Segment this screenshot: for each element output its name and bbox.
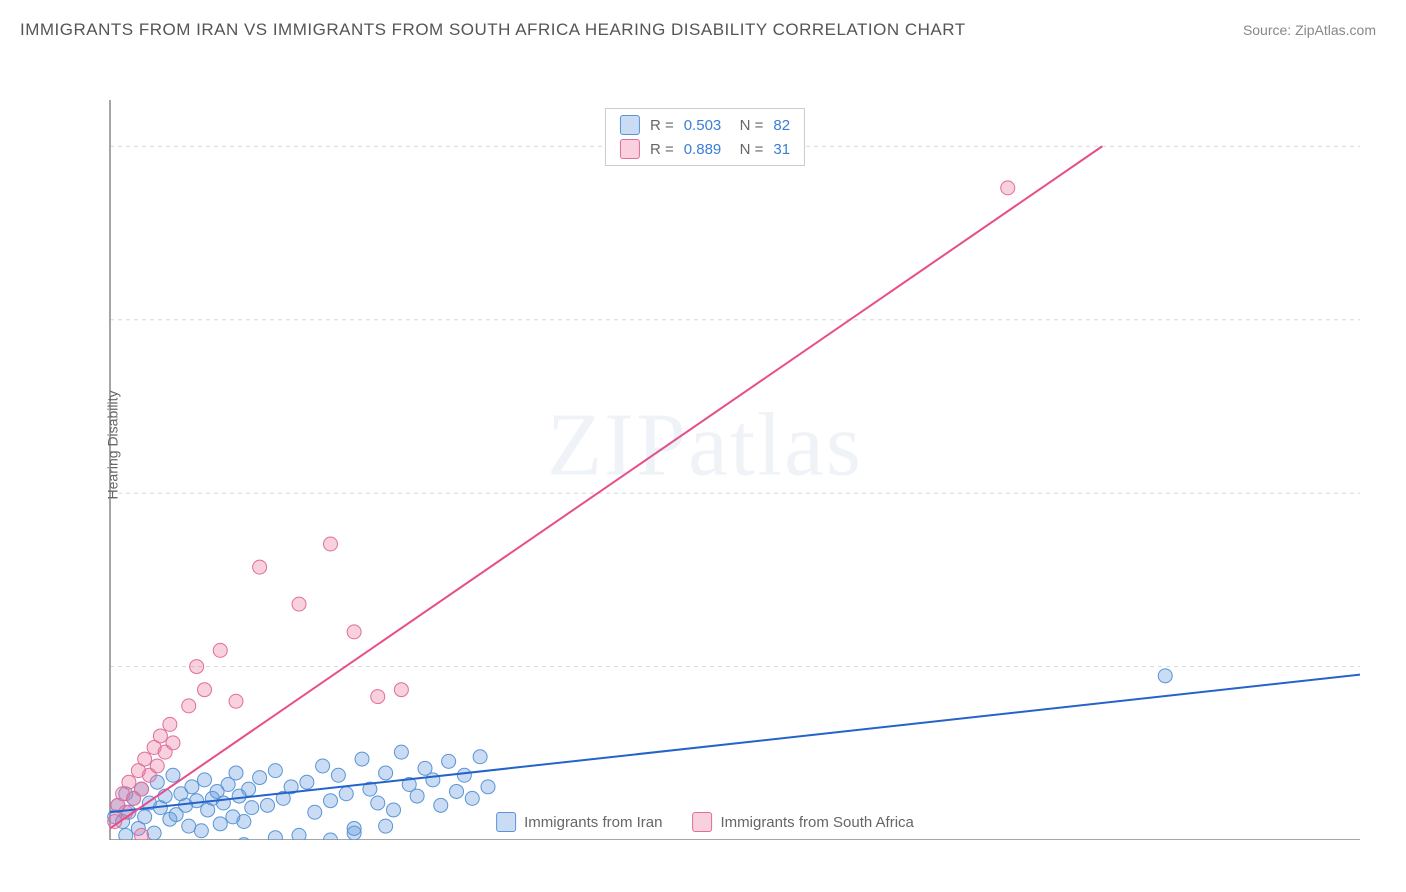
legend-item-sa: Immigrants from South Africa (692, 812, 913, 832)
chart-title: IMMIGRANTS FROM IRAN VS IMMIGRANTS FROM … (20, 20, 966, 40)
correlation-row-iran: R = 0.503 N = 82 (620, 115, 790, 135)
swatch-sa (620, 139, 640, 159)
series-legend: Immigrants from Iran Immigrants from Sou… (496, 812, 914, 832)
chart-source: Source: ZipAtlas.com (1243, 22, 1376, 38)
r-value-sa: 0.889 (684, 141, 722, 158)
r-label: R = (650, 141, 674, 158)
scatter-chart: 7.5%15.0%22.5%30.0%0.0%80.0% (50, 50, 1360, 840)
r-label: R = (650, 117, 674, 134)
legend-swatch-iran (496, 812, 516, 832)
n-value-sa: 31 (773, 141, 790, 158)
n-value-iran: 82 (773, 117, 790, 134)
correlation-legend: R = 0.503 N = 82 R = 0.889 N = 31 (605, 108, 805, 166)
legend-label-sa: Immigrants from South Africa (720, 814, 913, 831)
swatch-iran (620, 115, 640, 135)
y-axis-label: Hearing Disability (104, 391, 120, 500)
correlation-row-sa: R = 0.889 N = 31 (620, 139, 790, 159)
r-value-iran: 0.503 (684, 117, 722, 134)
legend-label-iran: Immigrants from Iran (524, 814, 662, 831)
n-label: N = (731, 141, 763, 158)
legend-swatch-sa (692, 812, 712, 832)
chart-container: Hearing Disability 7.5%15.0%22.5%30.0%0.… (50, 50, 1360, 840)
n-label: N = (731, 117, 763, 134)
legend-item-iran: Immigrants from Iran (496, 812, 662, 832)
